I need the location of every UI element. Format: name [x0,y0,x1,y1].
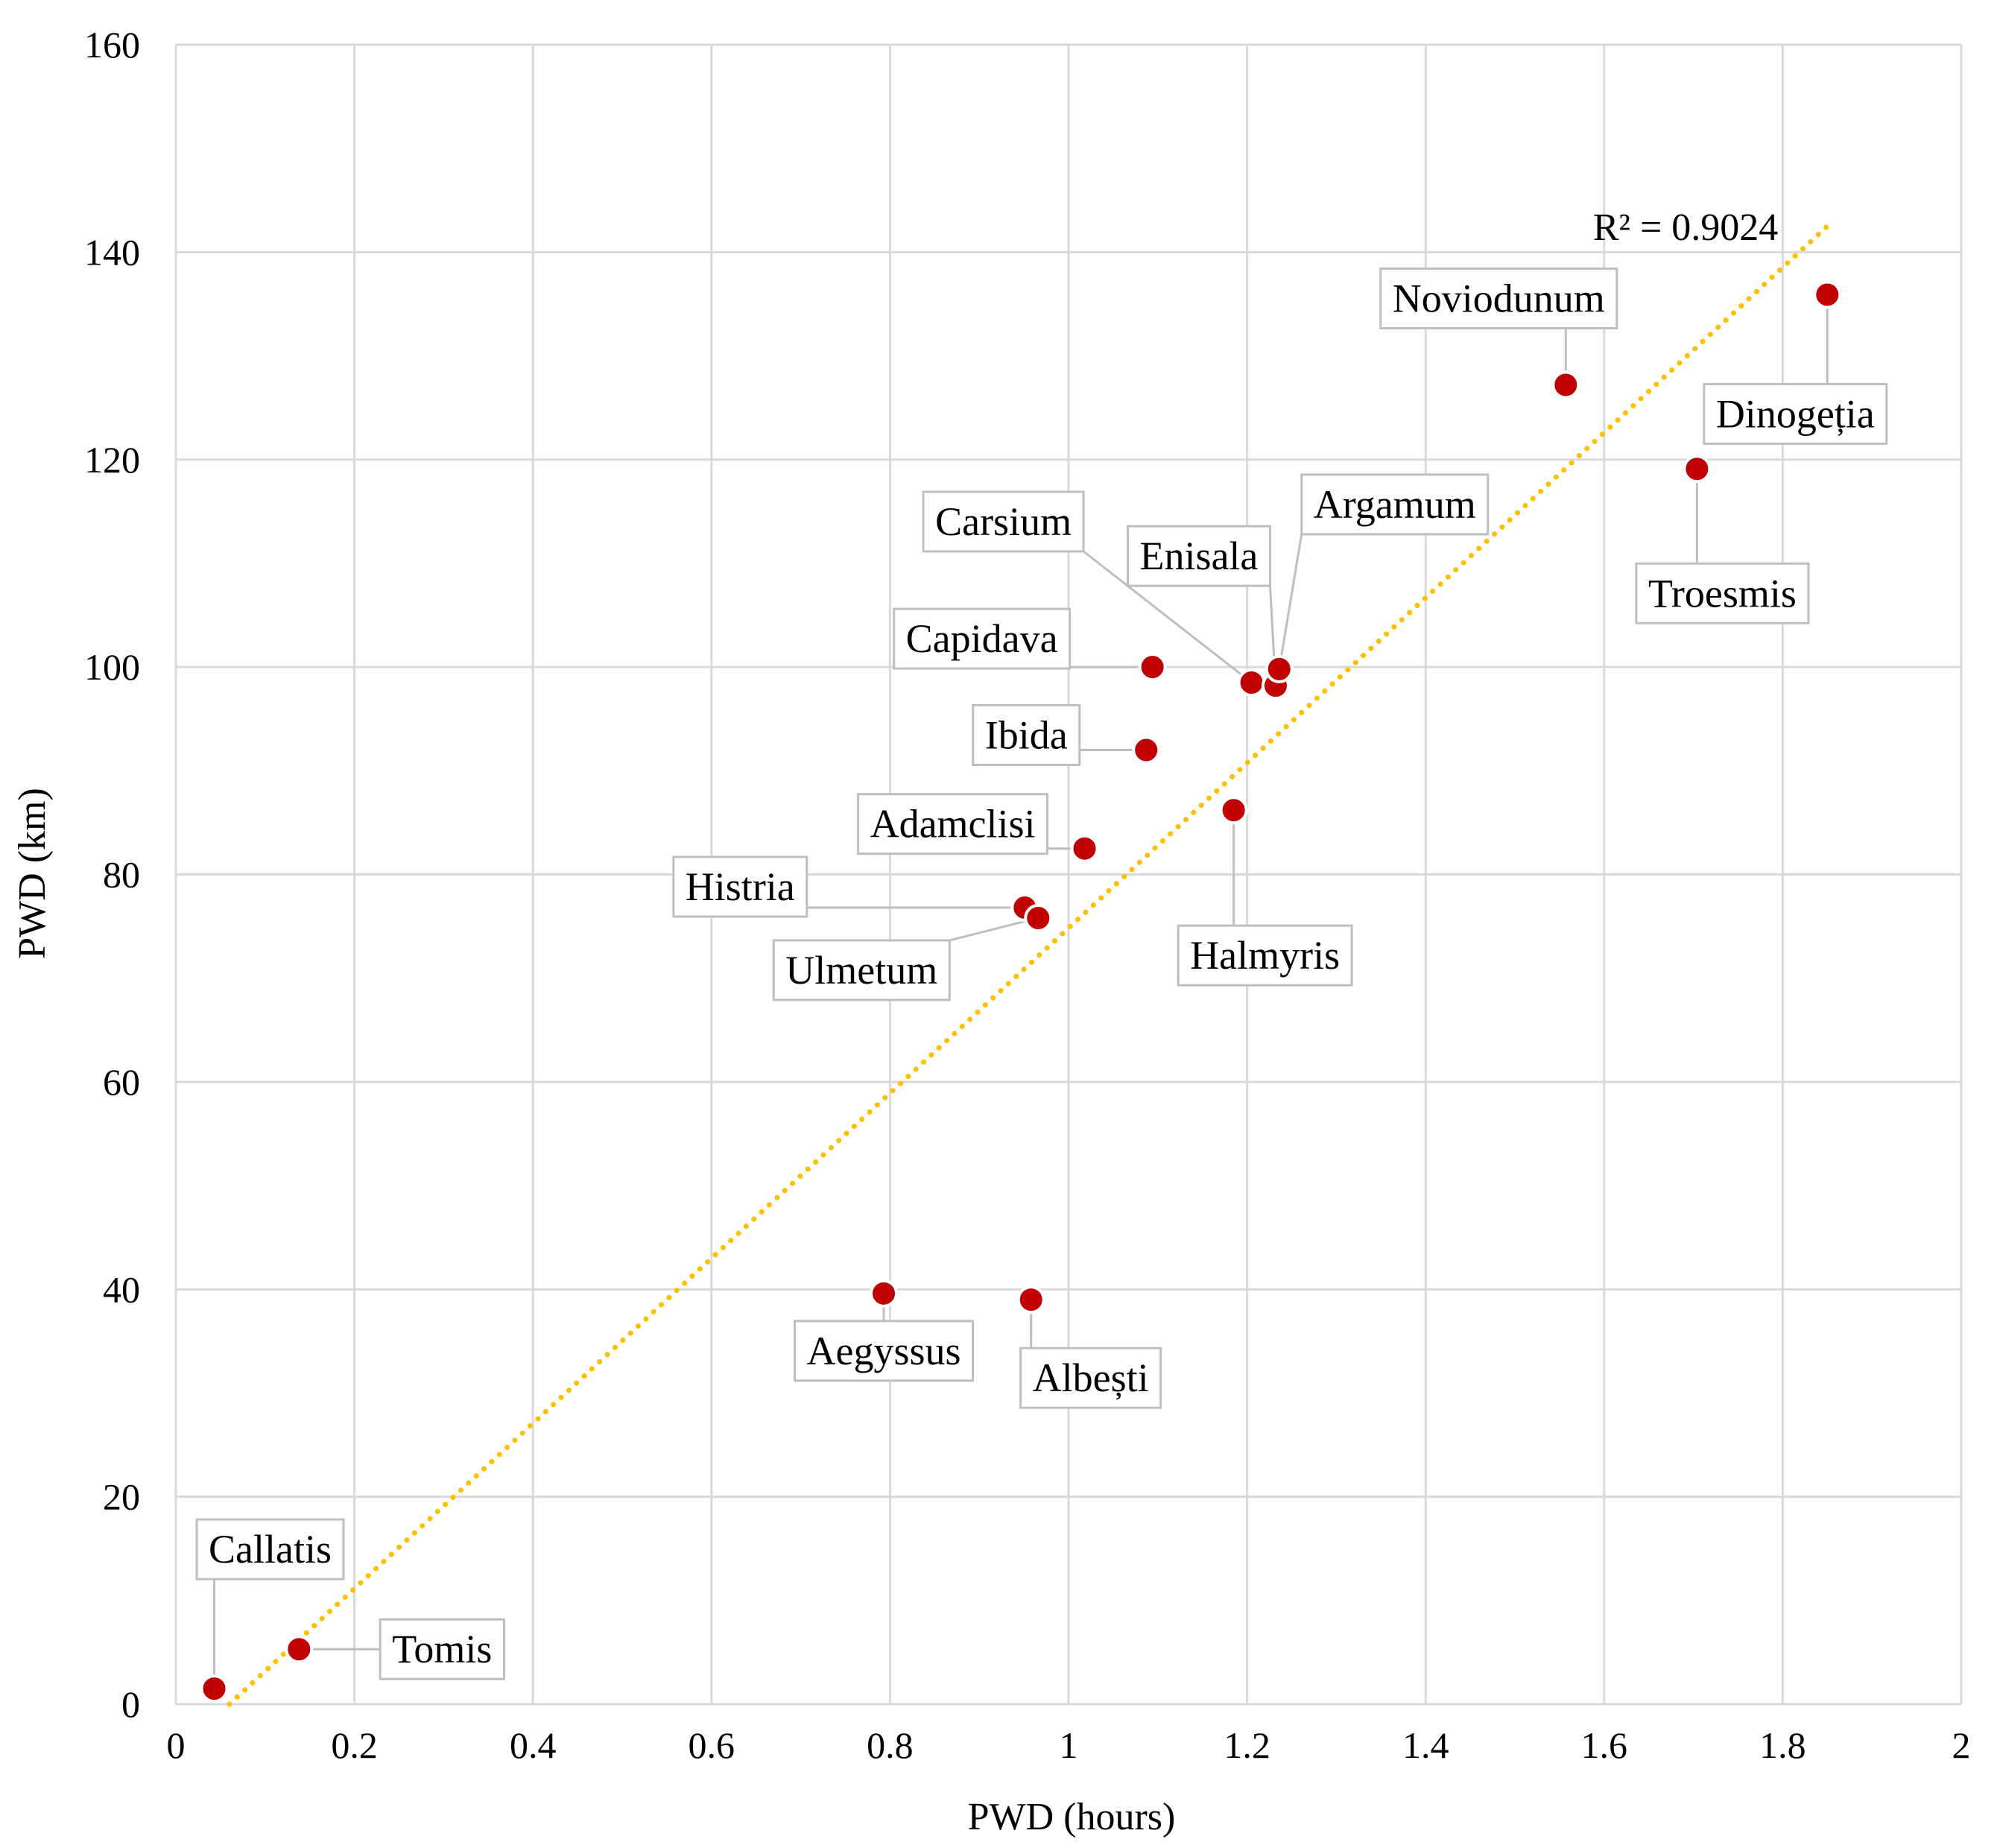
point-labels: Callatis Tomis Aegyssus Albești Histria Ulmet… [195,268,1888,1680]
point-label-text: Carsium [935,499,1072,544]
x-tick-label: 0.6 [689,1724,735,1766]
data-point-albești [1016,1285,1045,1314]
data-point-capidava [1138,653,1167,682]
data-point-noviodunum [1551,370,1580,399]
y-tick-label: 40 [103,1268,140,1310]
point-label-box [972,703,1081,766]
point-label-tomis: Tomis [379,1618,505,1680]
point-label-box [1703,382,1888,445]
x-tick-label: 0.2 [331,1724,378,1766]
y-tick-label: 20 [103,1476,140,1518]
x-tick-label: 1.4 [1402,1724,1449,1766]
point-label-box [1019,1347,1162,1409]
data-point-halmyris [1219,796,1248,825]
point-label-text: Halmyris [1190,933,1340,978]
data-point-aegyssus [870,1279,899,1308]
point-label-box [1177,924,1353,987]
x-tick-label: 0.4 [510,1724,557,1766]
point-label-box [1300,473,1490,536]
data-point-carsium [1237,668,1266,697]
point-label-argamum: Argamum [1300,473,1490,536]
r-squared-label: R² = 0.9024 [1593,206,1779,249]
data-point-troesmis [1683,455,1712,484]
point-label-box [1635,562,1810,624]
point-label-albești: Albești [1019,1347,1162,1409]
point-label-text: Tomis [392,1627,492,1671]
point-label-box [893,607,1072,670]
point-label-text: Aegyssus [807,1329,961,1373]
point-label-ibida: Ibida [972,703,1081,766]
leader-line [949,917,1039,942]
y-tick-label: 60 [103,1061,140,1103]
x-tick-label: 0.8 [867,1724,914,1766]
point-label-box [379,1618,505,1680]
y-tick-label: 140 [84,231,140,273]
data-point-argamum [1265,654,1294,683]
point-label-text: Noviodunum [1393,276,1605,321]
point-label-box [857,793,1049,855]
y-tick-label: 100 [84,646,140,688]
data-point-dinogeția [1813,280,1842,309]
x-tick-label: 0 [167,1724,186,1766]
point-label-text: Ulmetum [785,948,937,993]
y-tick-label: 0 [121,1683,140,1725]
point-label-aegyssus: Aegyssus [794,1320,975,1382]
data-points [200,280,1842,1703]
point-label-text: Albești [1033,1355,1149,1400]
point-label-adamclisi: Adamclisi [857,793,1049,855]
point-label-text: Argamum [1314,482,1476,527]
data-point-ibida [1132,735,1161,765]
leader-line [1278,534,1303,670]
point-label-carsium: Carsium [922,490,1085,553]
point-label-box [1379,268,1618,330]
x-tick-label: 2 [1952,1724,1971,1766]
point-label-noviodunum: Noviodunum [1379,268,1618,330]
point-label-dinogeția: Dinogeția [1703,382,1888,445]
tick-labels: 0 0.2 0.4 0.6 0.8 1 1.2 1.4 1.6 1.8 20204060801001… [84,24,1971,1766]
data-point-adamclisi [1070,834,1099,863]
point-label-troesmis: Troesmis [1635,562,1810,624]
point-label-text: Dinogeția [1716,391,1875,436]
y-tick-label: 120 [84,439,140,481]
point-label-text: Adamclisi [870,802,1036,847]
x-axis-title: PWD (hours) [968,1796,1176,1838]
x-tick-label: 1.2 [1224,1724,1270,1766]
point-label-box [1126,525,1271,587]
point-label-box [772,939,951,1001]
point-label-capidava: Capidava [893,607,1072,670]
point-label-text: Enisala [1139,534,1258,578]
point-label-text: Histria [686,864,795,909]
x-tick-label: 1.6 [1581,1724,1628,1766]
point-label-text: Capidava [906,616,1058,661]
point-label-enisala: Enisala [1126,525,1271,587]
point-label-box [672,855,808,918]
point-label-histria: Histria [672,855,808,918]
point-label-text: Troesmis [1648,571,1797,616]
y-axis-title: PWD (km) [11,788,54,959]
data-point-callatis [200,1674,229,1703]
leader-line [1083,550,1253,684]
point-label-box [922,490,1085,553]
data-point-ulmetum [1024,903,1053,932]
y-tick-label: 80 [103,854,140,896]
x-tick-label: 1 [1060,1724,1078,1766]
point-label-halmyris: Halmyris [1177,924,1353,987]
y-tick-label: 160 [84,24,140,66]
point-label-text: Ibida [985,712,1068,757]
point-label-ulmetum: Ulmetum [772,939,951,1001]
data-point-tomis [285,1635,314,1664]
point-label-box [195,1518,345,1580]
point-label-callatis: Callatis [195,1518,345,1580]
x-tick-label: 1.8 [1759,1724,1806,1766]
point-label-box [794,1320,975,1382]
point-label-text: Callatis [209,1527,332,1572]
